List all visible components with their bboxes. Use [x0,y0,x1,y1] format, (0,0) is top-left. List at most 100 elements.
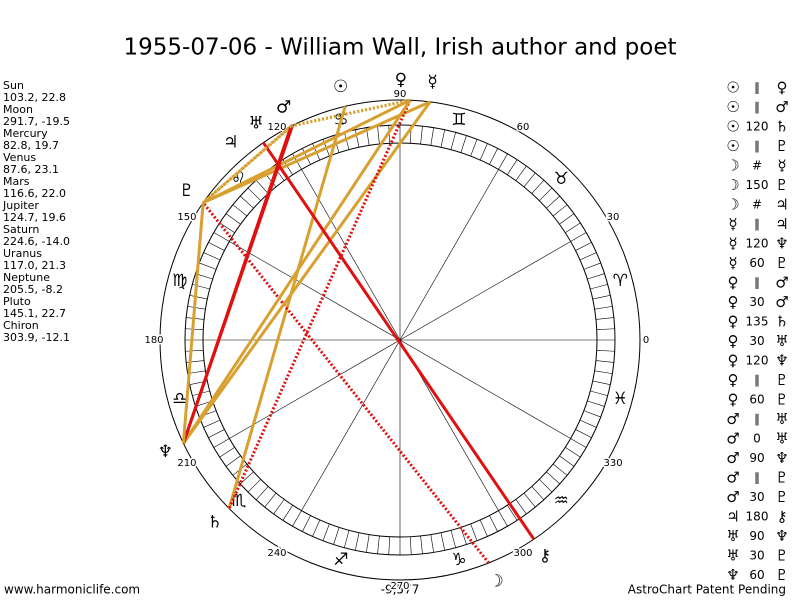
planet-glyph: ⚷ [539,546,551,566]
degree-label: 90 [394,89,407,100]
planet-name: Mercury [3,127,48,140]
degree-label: 180 [144,335,163,346]
aspect-p2: ♇ [775,469,788,487]
band-tick [515,165,527,181]
aspect-p2: ♄ [775,313,788,331]
aspect-p1: ♆ [726,566,739,584]
band-tick [531,180,545,194]
band-tick [552,204,568,217]
band-tick [590,284,608,290]
band-tick [225,455,241,467]
spoke [229,241,401,341]
planet-name: Saturn [3,223,39,236]
aspect-type: 60 [749,568,764,582]
band-tick [579,252,597,261]
aspect-type: 60 [749,256,764,270]
band-tick [587,400,605,407]
aspect-type: 30 [749,490,764,504]
aspect-p2: ♂ [775,274,788,292]
aspect-type: ∥ [754,81,760,95]
planet-name: Pluto [3,295,31,308]
aspect-p2: ♇ [775,137,788,155]
aspect-p2: ⚷ [777,508,788,526]
zodiac-sign: ♍ [172,271,187,291]
aspect-p2: ☿ [777,157,786,175]
band-tick [570,438,587,448]
degree-label: 270 [390,581,409,592]
aspect-line [202,125,293,204]
band-tick [575,429,592,438]
band-tick [460,135,467,153]
degree-label: 150 [177,212,196,223]
degree-label: 210 [177,458,196,469]
band-tick [302,515,311,532]
planet-glyph: ♅ [248,113,263,133]
aspect-line [262,141,536,541]
band-tick [546,471,560,485]
spoke [229,339,401,439]
zodiac-sign: ♉ [554,169,569,189]
band-tick [579,419,597,428]
aspect-p2: ♇ [775,547,788,565]
band-tick [355,129,360,148]
band-tick [565,447,581,458]
aspect-p1: ♂ [726,488,739,506]
aspect-type: ∥ [754,373,760,387]
aspect-type: 150 [746,178,769,192]
aspect-type: 120 [746,120,769,134]
zodiac-sign: ♑ [451,550,466,570]
aspect-p1: ♀ [728,391,739,409]
band-tick [479,143,488,161]
aspect-type: 90 [749,529,764,543]
planet-glyph: ♆ [158,442,173,462]
band-tick [489,148,498,165]
spoke [399,169,499,341]
aspect-p1: ♅ [726,527,739,545]
aspect-line [290,98,411,128]
band-tick [255,486,269,500]
band-tick [185,350,204,352]
footer-right: AstroChart Patent Pending [628,583,786,597]
aspect-type: 30 [749,549,764,563]
band-tick [587,273,605,280]
aspect-p2: ♇ [775,371,788,389]
aspect-p1: ♀ [728,293,739,311]
degree-label: 240 [267,548,286,559]
aspect-type: 90 [749,451,764,465]
band-tick [430,534,434,553]
planet-name: Moon [3,103,33,116]
aspect-p2: ♇ [775,254,788,272]
planet-name: Venus [3,151,36,164]
aspect-p1: ☉ [726,137,739,155]
band-tick [489,515,498,532]
planet-name: Neptune [3,271,50,284]
aspect-type: 120 [746,237,769,251]
band-tick [507,505,518,521]
aspect-p1: ♂ [726,469,739,487]
planet-glyph: ☿ [427,72,437,92]
band-tick [312,519,321,537]
aspect-type: ∥ [754,471,760,485]
band-tick [185,328,204,330]
band-tick [460,527,467,545]
aspect-type: ∥ [754,412,760,426]
aspect-type: ∥ [754,217,760,231]
planet-position: 145.1, 22.7 [3,307,66,320]
aspect-p1: ♂ [726,430,739,448]
band-tick [255,180,269,194]
band-tick [539,479,553,493]
aspect-line [202,98,411,205]
aspect-type: 120 [746,354,769,368]
planet-glyph: ♄ [207,513,222,533]
degree-label: 0 [643,335,649,346]
planet-glyph: ♇ [179,181,194,201]
aspect-line [201,201,490,564]
zodiac-sign: ♊ [451,110,466,130]
aspect-type: ∥ [754,139,760,153]
planet-name: Uranus [3,247,42,260]
band-tick [498,510,508,527]
band-tick [479,519,488,537]
band-tick [208,242,225,251]
band-tick [592,380,611,385]
aspect-type: # [752,159,762,173]
